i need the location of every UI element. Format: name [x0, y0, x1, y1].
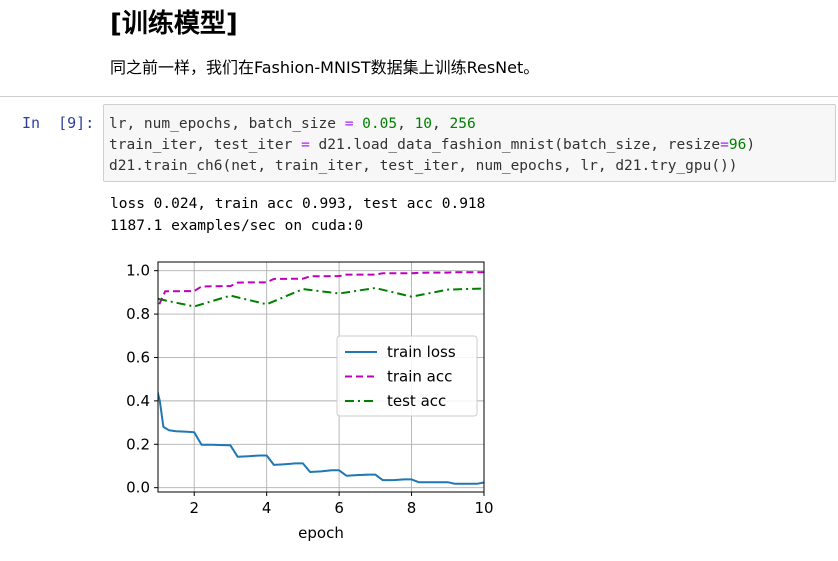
code-token: ,	[432, 116, 450, 132]
x-tick-label: 6	[334, 499, 344, 517]
code-cell-editor[interactable]: lr, num_epochs, batch_size = 0.05, 10, 2…	[103, 104, 836, 182]
code-token: )	[746, 137, 756, 153]
y-tick-label: 0.0	[126, 479, 150, 497]
x-tick-label: 8	[407, 499, 417, 517]
y-tick-label: 0.4	[126, 392, 150, 410]
code-line: lr, num_epochs, batch_size = 0.05, 10, 2…	[109, 114, 835, 135]
chart-series	[158, 271, 484, 485]
code-token: 96	[728, 137, 747, 153]
y-tick-label: 1.0	[126, 262, 150, 280]
output-line-throughput: 1187.1 examples/sec on cuda:0	[110, 218, 364, 234]
cell-output: loss 0.024, train acc 0.993, test acc 0.…	[110, 193, 485, 237]
y-tick-label: 0.8	[126, 305, 150, 323]
legend-label: train acc	[387, 368, 452, 386]
y-tick-label: 0.6	[126, 348, 150, 366]
code-token: lr, num_epochs, batch_size	[109, 116, 345, 132]
x-tick-label: 4	[262, 499, 272, 517]
legend-label: train loss	[387, 343, 456, 361]
plot-frame	[157, 261, 485, 493]
code-line: train_iter, test_iter = d21.load_data_fa…	[109, 135, 835, 156]
input-prompt: In [9]:	[22, 114, 95, 132]
section-paragraph: 同之前一样，我们在Fashion-MNIST数据集上训练ResNet。	[110, 58, 540, 77]
code-token: =	[301, 137, 310, 153]
code-token: =	[720, 137, 729, 153]
training-chart: 2 4 6 8 10 0.0 0.2 0.4 0.6 0.8 1.0 epoch train los…	[126, 261, 494, 542]
code-token: 10	[414, 116, 433, 132]
code-token: d21.load_data_fashion_mnist(batch_size, …	[309, 137, 721, 153]
series-line-test-acc	[158, 287, 484, 308]
code-line: d21.train_ch6(net, train_iter, test_iter…	[109, 156, 835, 177]
x-axis-label: epoch	[298, 524, 344, 542]
code-token: 0.05	[362, 116, 398, 132]
cell-divider	[0, 96, 838, 97]
section-heading: [训练模型]	[110, 9, 238, 39]
x-tick-label: 10	[474, 499, 493, 517]
y-tick-label: 0.2	[126, 435, 150, 453]
markdown-cell: [训练模型] 同之前一样，我们在Fashion-MNIST数据集上训练ResNe…	[110, 4, 810, 80]
chart-ticks: 2 4 6 8 10 0.0 0.2 0.4 0.6 0.8 1.0	[126, 262, 493, 517]
code-token: =	[344, 116, 354, 132]
code-token: d21.train_ch6(net, train_iter, test_iter…	[109, 158, 738, 174]
chart-legend: train loss train acc test acc	[336, 335, 478, 417]
legend-label: test acc	[387, 392, 446, 410]
series-line-train-loss	[158, 389, 484, 485]
series-line-train-acc	[158, 271, 484, 310]
legend-box	[336, 335, 478, 417]
code-token: train_iter, test_iter	[109, 137, 302, 153]
code-token: ,	[397, 116, 415, 132]
x-tick-label: 2	[189, 499, 199, 517]
code-token	[353, 116, 362, 132]
output-line-metrics: loss 0.024, train acc 0.993, test acc 0.…	[110, 196, 486, 212]
code-token: 256	[449, 116, 476, 132]
